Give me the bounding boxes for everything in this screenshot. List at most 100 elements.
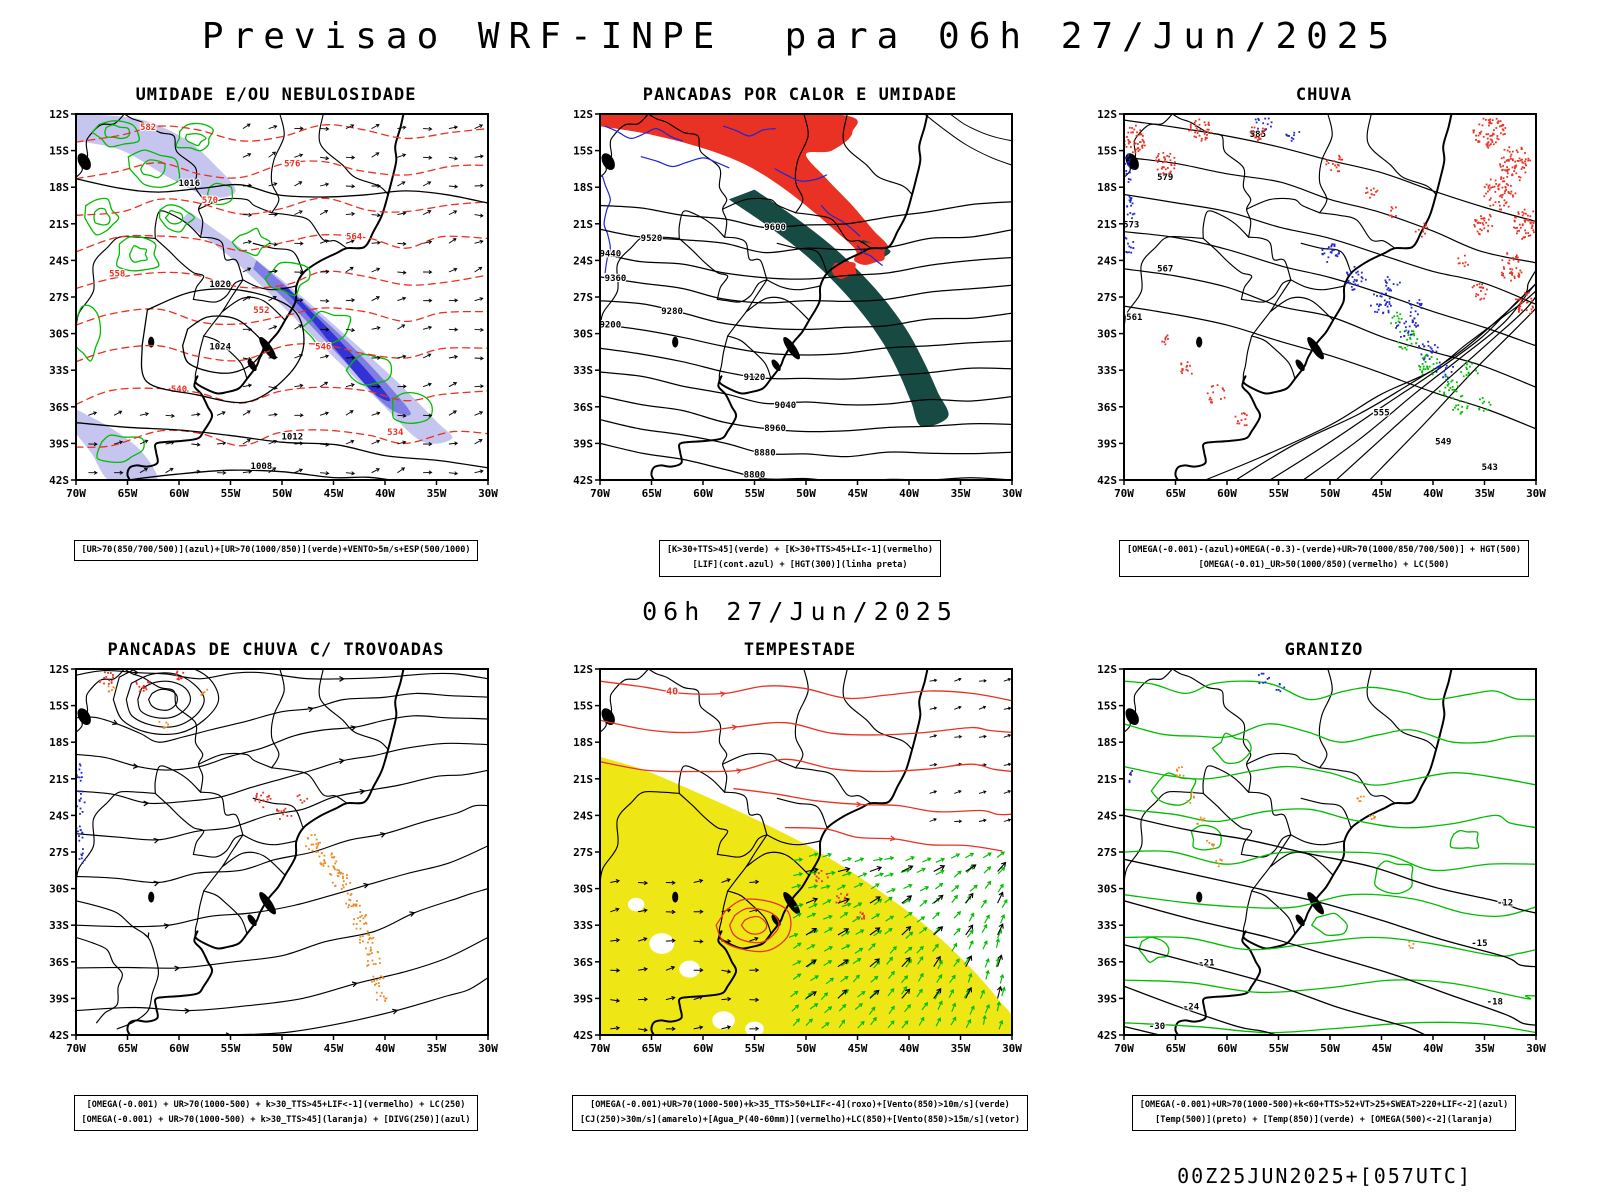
svg-text:42S: 42S (49, 1029, 69, 1042)
svg-text:45W: 45W (848, 487, 868, 500)
weather-map-tempestade: 40 70W 65W 60W 55W 50W 45W 40W 35W 30W 12S 15S 18S 21… (550, 661, 1050, 1093)
panel-trovoadas: PANCADAS DE CHUVA C/ TROVOADAS 70W 65W 60W… (17, 640, 535, 1132)
svg-text:576: 576 (284, 160, 300, 170)
svg-text:35W: 35W (951, 1042, 971, 1055)
svg-text:12S: 12S (573, 108, 593, 121)
svg-text:45W: 45W (1372, 487, 1392, 500)
svg-text:30W: 30W (1002, 487, 1022, 500)
legend-line: [OMEGA(-0.001) + UR>70(1000-500) + k>30_… (81, 1114, 471, 1125)
svg-text:12S: 12S (573, 663, 593, 676)
weather-map-umidade: 582 576 570 564 558 552 546 540 534 1016 1020 1024 1… (26, 106, 526, 538)
legend-line: [K>30+TTS>45](verde) + [K>30+TTS>45+LI<-… (666, 545, 934, 555)
svg-text:9040: 9040 (775, 401, 797, 411)
panel-umidade: UMIDADE E/OU NEBULOSIDADE 582 576 570 564 55… (17, 85, 535, 577)
svg-text:60W: 60W (1217, 1042, 1237, 1055)
svg-text:18S: 18S (573, 736, 593, 749)
svg-text:30S: 30S (1097, 882, 1117, 895)
legend-umidade: [UR>70(850/700/500)](azul)+[UR>70(1000/8… (73, 540, 479, 562)
svg-text:15S: 15S (49, 699, 69, 712)
svg-text:40W: 40W (1423, 487, 1443, 500)
svg-text:39S: 39S (1097, 992, 1117, 1005)
legend-granizo: [OMEGA(-0.001)+UR>70(1000-500)+k<60+TTS>… (1131, 1094, 1517, 1132)
svg-text:60W: 60W (693, 487, 713, 500)
svg-text:30W: 30W (478, 1042, 498, 1055)
svg-text:9600: 9600 (764, 223, 786, 233)
svg-text:18S: 18S (49, 181, 69, 194)
svg-text:40W: 40W (1423, 1042, 1443, 1055)
svg-text:27S: 27S (573, 846, 593, 859)
svg-text:45W: 45W (848, 1042, 868, 1055)
weather-map-chuva: 585 579 573 567 561 555 549 543 70W 65W 60W 55W 50W 4… (1074, 106, 1574, 538)
svg-text:39S: 39S (49, 437, 69, 450)
svg-text:573: 573 (1123, 221, 1139, 231)
svg-text:40W: 40W (899, 487, 919, 500)
svg-text:549: 549 (1435, 438, 1451, 448)
svg-text:546: 546 (315, 343, 331, 353)
svg-text:21S: 21S (1097, 772, 1117, 785)
svg-text:12S: 12S (1097, 108, 1117, 121)
svg-text:65W: 65W (1166, 487, 1186, 500)
svg-text:15S: 15S (573, 145, 593, 158)
svg-text:55W: 55W (745, 487, 765, 500)
svg-text:-12: -12 (1497, 898, 1513, 908)
svg-text:1024: 1024 (209, 343, 231, 353)
legend-pancadas-calor: [K>30+TTS>45](verde) + [K>30+TTS>45+LI<-… (658, 540, 942, 577)
svg-text:30S: 30S (49, 328, 69, 341)
svg-text:9440: 9440 (599, 250, 621, 260)
svg-text:33S: 33S (573, 364, 593, 377)
svg-text:65W: 65W (1166, 1042, 1186, 1055)
legend-line: [CJ(250)>30m/s](amarelo)+[Agua_P(40-60mm… (579, 1114, 1021, 1125)
svg-text:21S: 21S (573, 772, 593, 785)
svg-text:-24: -24 (1183, 1002, 1200, 1012)
svg-text:567: 567 (1157, 264, 1173, 274)
panel-title-chuva: CHUVA (1295, 85, 1353, 105)
svg-text:50W: 50W (1320, 1042, 1340, 1055)
svg-text:12S: 12S (1097, 663, 1117, 676)
svg-text:36S: 36S (573, 955, 593, 968)
svg-text:582: 582 (140, 123, 156, 133)
svg-text:42S: 42S (573, 474, 593, 487)
svg-text:70W: 70W (590, 487, 610, 500)
svg-text:18S: 18S (573, 181, 593, 194)
svg-text:1016: 1016 (178, 179, 200, 189)
legend-line: [OMEGA(-0.001)+UR>70(1000-500)+k<60+TTS>… (1139, 1099, 1509, 1110)
panel-title-pancadas-calor: PANCADAS POR CALOR E UMIDADE (642, 85, 958, 105)
svg-text:570: 570 (202, 196, 218, 206)
svg-text:8960: 8960 (764, 424, 786, 434)
svg-text:45W: 45W (324, 487, 344, 500)
svg-text:40: 40 (666, 686, 678, 697)
svg-text:35W: 35W (1475, 487, 1495, 500)
svg-text:24S: 24S (49, 254, 69, 267)
svg-text:36S: 36S (49, 955, 69, 968)
svg-text:35W: 35W (427, 1042, 447, 1055)
svg-text:27S: 27S (49, 846, 69, 859)
svg-text:60W: 60W (169, 487, 189, 500)
svg-text:21S: 21S (49, 218, 69, 231)
svg-text:39S: 39S (49, 992, 69, 1005)
weather-map-pancadas-calor: 9600 9520 9440 9360 9280 9200 9120 9040 8960 8880… (550, 106, 1050, 538)
svg-text:21S: 21S (573, 218, 593, 231)
svg-text:27S: 27S (573, 291, 593, 304)
svg-text:70W: 70W (66, 1042, 86, 1055)
svg-text:30S: 30S (573, 882, 593, 895)
svg-text:35W: 35W (427, 487, 447, 500)
legend-line: [UR>70(850/700/500)](azul)+[UR>70(1000/8… (81, 545, 471, 555)
svg-text:24S: 24S (1097, 809, 1117, 822)
svg-text:12S: 12S (49, 108, 69, 121)
svg-text:65W: 65W (642, 487, 662, 500)
svg-text:39S: 39S (573, 437, 593, 450)
svg-text:9360: 9360 (605, 274, 627, 284)
svg-text:534: 534 (387, 428, 404, 438)
svg-text:36S: 36S (49, 401, 69, 414)
legend-line: [OMEGA(-0.001)-(azul)+OMEGA(-0.3)-(verde… (1126, 545, 1522, 555)
svg-text:8800: 8800 (744, 471, 766, 481)
svg-text:33S: 33S (49, 364, 69, 377)
svg-text:30S: 30S (1097, 328, 1117, 341)
svg-text:30S: 30S (573, 328, 593, 341)
weather-map-trovoadas: 70W 65W 60W 55W 50W 45W 40W 35W 30W 12S 15S 18S 21S 2… (26, 661, 526, 1093)
svg-text:-21: -21 (1198, 958, 1214, 968)
svg-text:8880: 8880 (754, 449, 776, 459)
svg-text:15S: 15S (1097, 145, 1117, 158)
legend-line: [Temp(500)](preto) + [Temp(850)](verde) … (1155, 1114, 1493, 1125)
panel-title-trovoadas: PANCADAS DE CHUVA C/ TROVOADAS (107, 639, 445, 660)
